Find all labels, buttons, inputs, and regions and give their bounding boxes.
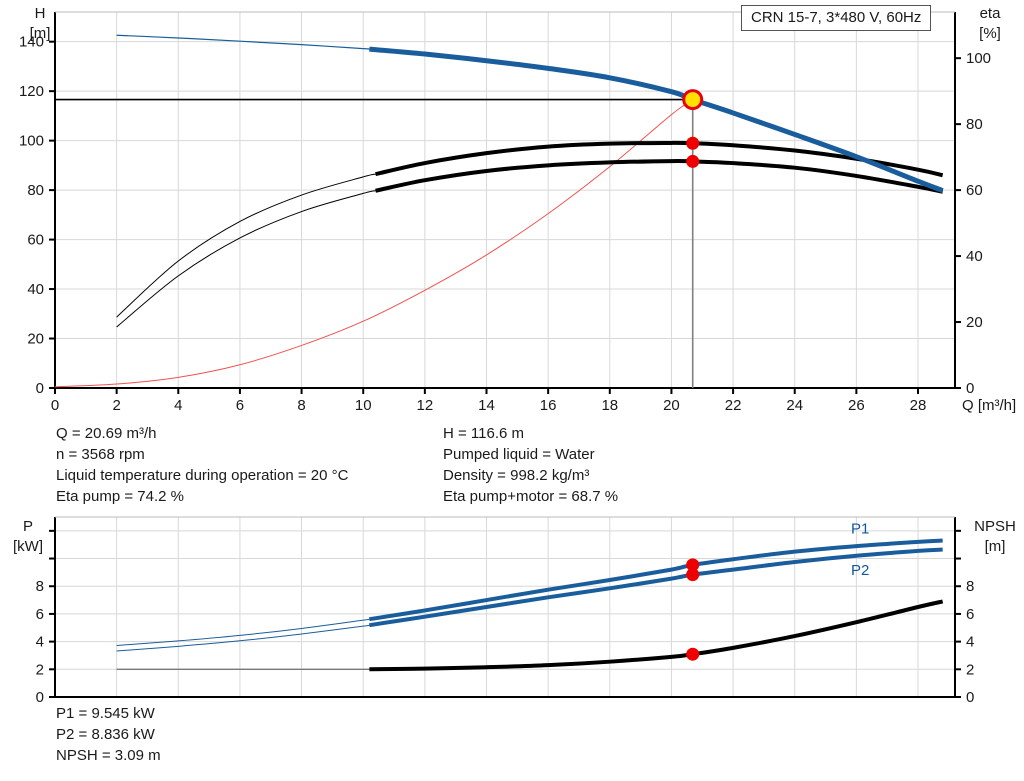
tick-label-q: 22	[725, 397, 742, 414]
tick-label-q: 8	[297, 397, 305, 414]
tick-label-npsh: 6	[966, 606, 974, 623]
p2-series-label: P2	[851, 562, 869, 579]
bottom-left-axis-unit: [kW]	[13, 538, 43, 555]
top-left-axis-ticks: 0 20 40 60 80 100 120 140	[19, 34, 55, 397]
duty-point	[682, 89, 704, 111]
tick-label-eta: 0	[966, 380, 974, 397]
info-right-line-1: Pumped liquid = Water	[443, 446, 595, 463]
head-curve-thin	[116, 34, 371, 50]
power-curve-thin-p2	[116, 624, 371, 652]
tick-label-h: 140	[19, 34, 44, 51]
bottom-left-axis-ticks: 0 2 4 6 8	[36, 529, 55, 706]
tick-label-q: 14	[478, 397, 495, 414]
tick-label-q: 18	[601, 397, 618, 414]
info-bottom-line-1: P2 = 8.836 kW	[56, 726, 155, 743]
info-right-line-0: H = 116.6 m	[443, 425, 525, 442]
tick-label-q: 26	[848, 397, 865, 414]
info-left-line-2: Liquid temperature during operation = 20…	[56, 467, 349, 484]
tick-label-h: 0	[36, 380, 44, 397]
eta-pump-motor-marker	[686, 154, 700, 168]
info-right-block: H = 116.6 m Pumped liquid = Water Densit…	[443, 423, 618, 507]
info-bottom-line-2: NPSH = 3.09 m	[56, 747, 161, 764]
npsh-curve	[369, 599, 944, 672]
tick-label-p: 4	[36, 634, 44, 651]
eta-pump-marker	[686, 136, 700, 150]
eta-curve-thin-1	[116, 190, 376, 328]
tick-label-q: 12	[417, 397, 434, 414]
tick-label-h: 20	[27, 331, 44, 348]
tick-label-h: 60	[27, 232, 44, 249]
tick-label-p: 6	[36, 606, 44, 623]
eta-curve-1	[375, 159, 944, 194]
tick-label-eta: 80	[966, 116, 983, 133]
tick-label-eta: 100	[966, 50, 991, 67]
tick-label-p: 8	[36, 578, 44, 595]
info-left-line-1: n = 3568 rpm	[56, 446, 145, 463]
left-axis-name: H	[35, 5, 46, 22]
bottom-right-axis-unit: [m]	[985, 538, 1006, 555]
tick-label-p: 2	[36, 661, 44, 678]
tick-label-q: 10	[355, 397, 372, 414]
pump-title-box: CRN 15-7, 3*480 V, 60Hz	[741, 5, 932, 31]
power-curve-p2	[369, 547, 943, 628]
p2-marker	[686, 568, 700, 582]
duty-point-circle	[682, 89, 704, 111]
tick-label-eta: 40	[966, 248, 983, 265]
tick-label-eta: 60	[966, 182, 983, 199]
bottom-axes	[54, 516, 956, 698]
info-left-block: Q = 20.69 m³/h n = 3568 rpm Liquid tempe…	[56, 423, 348, 507]
info-right-line-2: Density = 998.2 kg/m³	[443, 467, 590, 484]
head-efficiency-chart: 020406080100120140H[m]020406080100eta[%]…	[19, 5, 1016, 414]
p1-series-label: P1	[851, 521, 869, 538]
eta-curve-thin-0	[116, 173, 376, 318]
tick-label-q: 6	[236, 397, 244, 414]
tick-label-q: 20	[663, 397, 680, 414]
bottom-left-axis-name: P	[23, 518, 33, 535]
top-axes	[54, 11, 956, 389]
npsh-marker	[686, 647, 700, 661]
tick-label-h: 40	[27, 281, 44, 298]
tick-label-npsh: 2	[966, 661, 974, 678]
tick-label-h: 120	[19, 83, 44, 100]
right-axis-name: eta	[980, 5, 1002, 22]
right-axis-unit: [%]	[979, 25, 1001, 42]
info-bottom-line-0: P1 = 9.545 kW	[56, 705, 155, 722]
bottom-gridlines	[55, 517, 955, 697]
tick-label-npsh: 4	[966, 634, 974, 651]
info-right-line-3: Eta pump+motor = 68.7 %	[443, 488, 619, 505]
power-curve-p1	[369, 538, 943, 622]
bottom-right-axis-name: NPSH	[974, 518, 1016, 535]
tick-label-npsh: 8	[966, 578, 974, 595]
tick-label-q: 4	[174, 397, 182, 414]
top-gridlines	[55, 12, 955, 388]
tick-label-eta: 20	[966, 314, 983, 331]
x-axis-label: Q [m³/h]	[962, 397, 1016, 414]
tick-label-q: 2	[112, 397, 120, 414]
tick-label-h: 80	[27, 182, 44, 199]
top-x-axis-ticks: 0 2 4 6 8 10 12 14 16 18 20 22 24 26 28	[51, 388, 927, 414]
left-axis-unit: [m]	[30, 25, 51, 42]
tick-label-p: 0	[36, 689, 44, 706]
info-bottom-block: P1 = 9.545 kW P2 = 8.836 kW NPSH = 3.09 …	[56, 703, 161, 766]
info-left-line-0: Q = 20.69 m³/h	[56, 425, 157, 442]
top-right-axis-ticks: 0 20 40 60 80 100	[955, 50, 991, 397]
info-left-line-3: Eta pump = 74.2 %	[56, 488, 184, 505]
tick-label-h: 100	[19, 133, 44, 150]
tick-label-q: 16	[540, 397, 557, 414]
power-npsh-chart: 0 2 4 6 8 P [kW] 0 2 4 6 8 NPSH [m] P1 P2	[13, 516, 1016, 706]
power-curve-thin-p1	[116, 618, 371, 646]
tick-label-q: 0	[51, 397, 59, 414]
tick-label-q: 28	[910, 397, 927, 414]
tick-label-npsh: 0	[966, 689, 974, 706]
bottom-right-axis-ticks: 0 2 4 6 8	[955, 529, 974, 706]
p1-marker	[686, 558, 700, 572]
tick-label-q: 24	[786, 397, 803, 414]
